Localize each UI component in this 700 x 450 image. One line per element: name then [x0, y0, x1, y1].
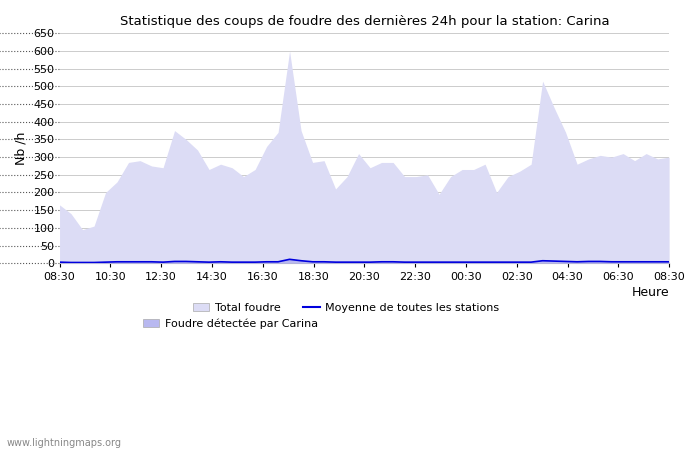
- Title: Statistique des coups de foudre des dernières 24h pour la station: Carina: Statistique des coups de foudre des dern…: [120, 15, 609, 28]
- Text: Heure: Heure: [631, 286, 669, 299]
- Text: www.lightningmaps.org: www.lightningmaps.org: [7, 438, 122, 448]
- Legend: Foudre détectée par Carina: Foudre détectée par Carina: [138, 314, 322, 333]
- Y-axis label: Nb /h: Nb /h: [15, 131, 28, 165]
